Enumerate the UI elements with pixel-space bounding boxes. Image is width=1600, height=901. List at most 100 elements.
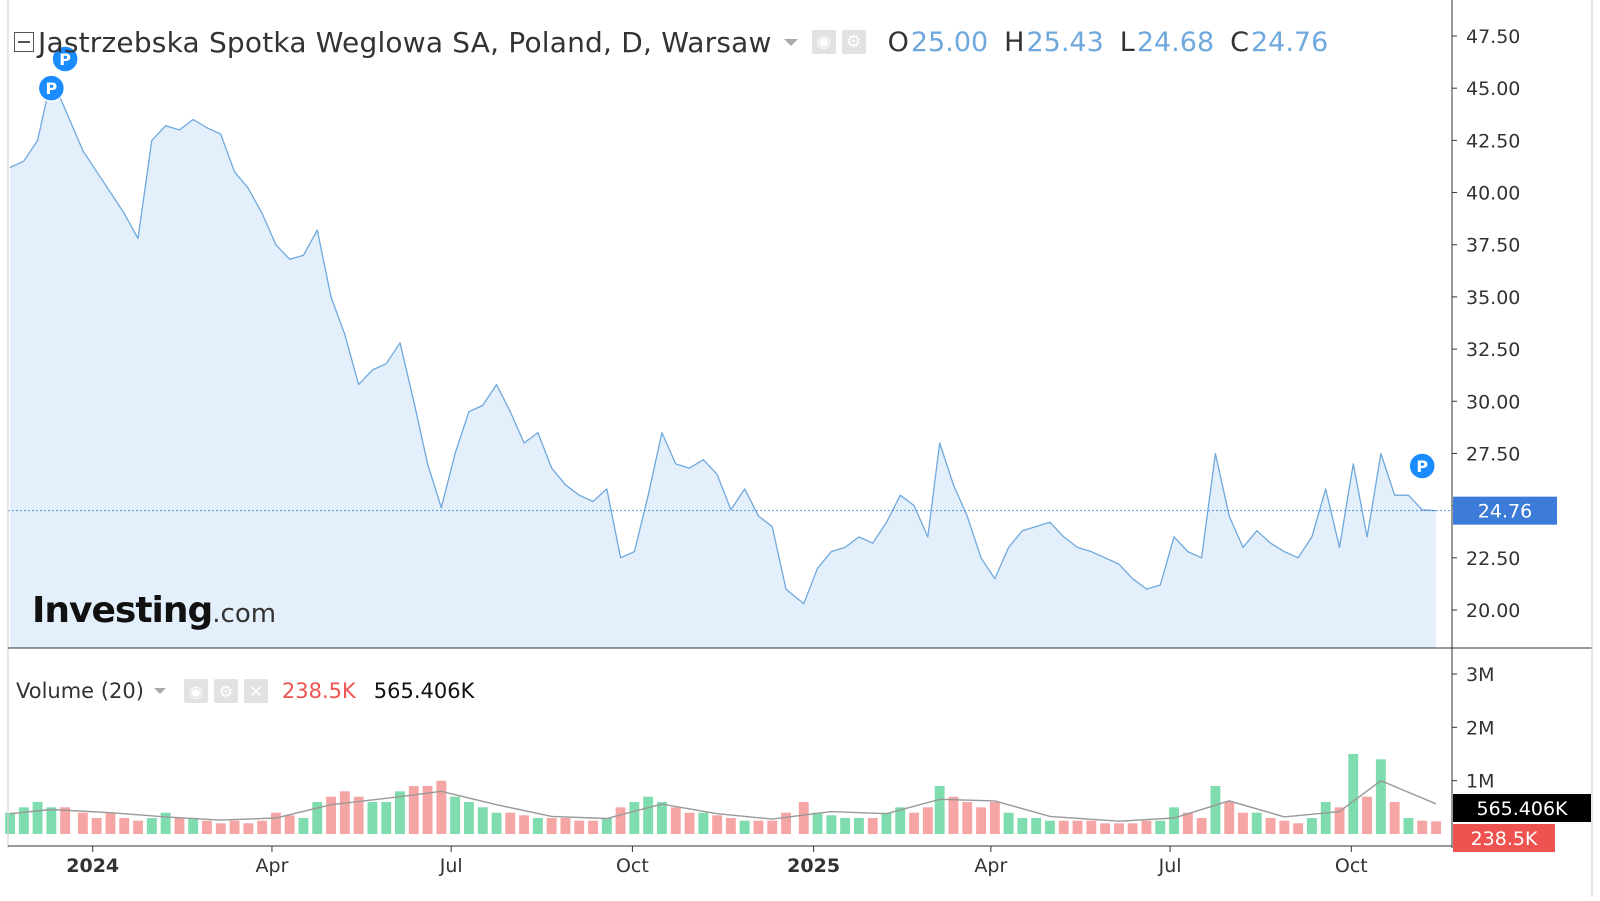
volume-bar [215, 823, 226, 834]
volume-bar [657, 802, 667, 834]
p-marker-circle[interactable] [1408, 452, 1436, 480]
volume-title: Volume (20) [16, 679, 144, 703]
x-tick-label: Oct [616, 855, 649, 877]
volume-bar [1251, 812, 1262, 834]
volume-bar [505, 812, 516, 834]
eye-icon[interactable]: ◉ [811, 30, 836, 54]
volume-y-tick-label: 1M [1466, 771, 1494, 793]
last-price-badge [1453, 496, 1557, 525]
volume-bar [1403, 818, 1414, 834]
volume-bar [1045, 820, 1055, 834]
collapse-icon[interactable] [14, 32, 34, 52]
y-tick-label: 35.00 [1466, 287, 1520, 309]
volume-bar [1196, 818, 1207, 834]
chart-title: Jastrzebska Spotka Weglowa SA, Poland, D… [38, 25, 772, 59]
x-tick-label: Apr [974, 855, 1007, 877]
volume-bar [739, 820, 750, 834]
y-tick-label: 20.00 [1466, 600, 1520, 622]
volume-bar [1238, 812, 1248, 834]
volume-bar [1169, 807, 1179, 834]
volume-gear-icon[interactable]: ⚙ [213, 679, 238, 703]
volume-bar [698, 812, 709, 834]
ohlc-low-value: 24.68 [1136, 26, 1215, 58]
volume-bar [948, 796, 959, 834]
volume-ma-badge [1453, 794, 1591, 822]
volume-bar [422, 786, 433, 834]
volume-bar [408, 786, 419, 834]
volume-bar [781, 812, 791, 834]
volume-bar [767, 820, 778, 834]
y-tick-label: 45.00 [1466, 78, 1520, 100]
y-tick-label: 40.00 [1466, 183, 1520, 205]
gear-icon[interactable]: ⚙ [841, 30, 866, 54]
y-tick-label: 30.00 [1466, 391, 1520, 413]
volume-bar [989, 802, 1000, 834]
volume-bar [753, 820, 764, 834]
volume-header: Volume (20) ◉ ⚙ ✕ 238.5K 565.406K [16, 675, 474, 707]
volume-bar [826, 815, 837, 834]
volume-bar [1086, 820, 1097, 834]
volume-bar [229, 820, 240, 834]
x-tick-label: Oct [1335, 855, 1368, 877]
volume-bar [284, 815, 295, 834]
volume-bar [909, 812, 919, 834]
volume-bar [560, 818, 571, 834]
volume-bar [601, 818, 612, 834]
volume-bar [5, 812, 15, 834]
volume-bar [1265, 818, 1276, 834]
volume-bar [854, 818, 864, 834]
volume-bar [188, 818, 199, 834]
volume-bar [532, 818, 543, 834]
volume-close-icon[interactable]: ✕ [243, 679, 268, 703]
volume-bar [491, 812, 502, 834]
x-tick-label: 2025 [787, 855, 840, 877]
volume-bar [105, 812, 116, 834]
volume-bar [1334, 807, 1345, 834]
volume-bar [146, 818, 157, 834]
volume-bar [174, 818, 185, 834]
volume-bar [353, 796, 364, 834]
volume-bar [1417, 820, 1428, 834]
volume-bar [643, 796, 654, 834]
y-tick-label: 22.50 [1466, 548, 1520, 570]
volume-bar [588, 820, 598, 834]
volume-last-badge [1453, 824, 1555, 852]
p-marker[interactable]: P [51, 45, 79, 73]
p-marker-circle[interactable] [51, 45, 79, 73]
volume-bar [1114, 823, 1124, 834]
volume-caret-down-icon[interactable] [153, 688, 166, 694]
volume-eye-icon[interactable]: ◉ [183, 679, 208, 703]
volume-bar [1155, 820, 1166, 834]
volume-bar [18, 807, 29, 834]
volume-bar [243, 823, 254, 834]
volume-bar [477, 807, 488, 834]
volume-bar [339, 791, 350, 834]
caret-down-icon[interactable] [783, 38, 798, 46]
volume-bar [133, 820, 143, 834]
y-tick-label: 42.50 [1466, 130, 1520, 152]
volume-bar [1279, 820, 1290, 834]
p-marker-circle[interactable] [37, 74, 66, 102]
volume-bar [326, 796, 336, 834]
price-header: Jastrzebska Spotka Weglowa SA, Poland, D… [14, 22, 1328, 62]
volume-bar [1389, 802, 1400, 834]
volume-bar [1431, 821, 1441, 834]
volume-bar [271, 812, 281, 834]
p-marker[interactable]: P [37, 74, 66, 102]
volume-bar [381, 802, 392, 834]
price-area-fill [10, 77, 1436, 648]
y-tick-label: 27.50 [1466, 443, 1520, 465]
volume-bar [867, 818, 878, 834]
p-marker[interactable]: P [1408, 452, 1436, 480]
volume-bar [60, 807, 71, 834]
volume-bar [812, 812, 823, 834]
volume-bar [1293, 823, 1304, 834]
axes: 20.00 22.50 25.00 27.50 30.00 32.50 35.00 37.50… [7, 0, 1593, 897]
volume-bar [798, 802, 809, 834]
volume-bar [1375, 759, 1386, 834]
volume-bar [881, 812, 892, 834]
volume-bar [712, 815, 723, 834]
x-tick-label: Apr [256, 855, 289, 877]
